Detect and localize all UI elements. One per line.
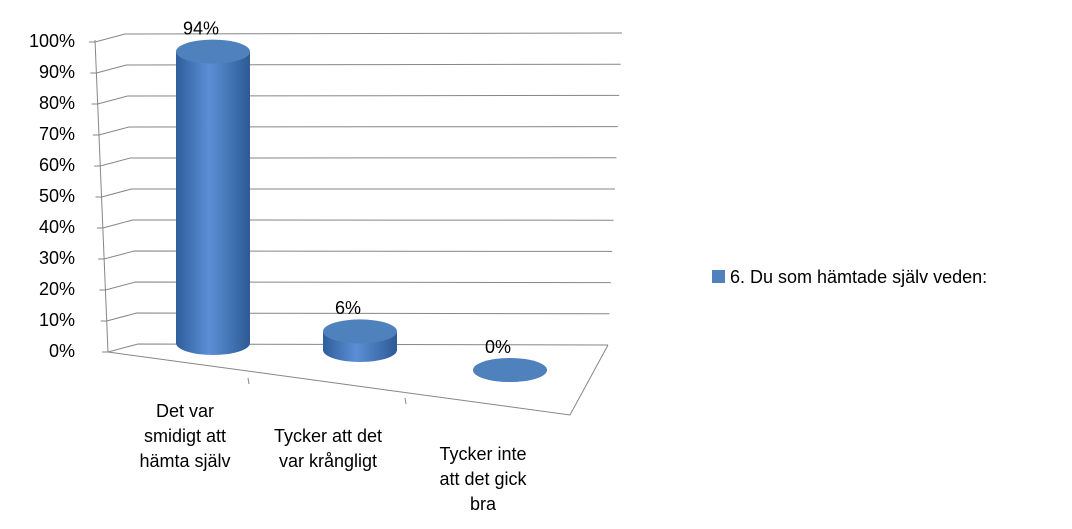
legend-label: 6. Du som hämtade själv veden: [730, 267, 987, 287]
x-tick [404, 397, 407, 405]
x-tick-label: Det var smidigt att hämta själv [139, 401, 230, 471]
grid-line [100, 157, 617, 167]
data-label: 6% [335, 298, 361, 318]
grid-line [101, 188, 615, 198]
grid-line [96, 63, 621, 74]
axis [94, 39, 109, 353]
y-tick-label: 0% [49, 341, 75, 361]
x-tick-line: Tycker inte [439, 444, 526, 464]
bar-body [176, 51, 250, 355]
x-tick-line: att det gick [439, 469, 527, 489]
x-tick-line: hämta själv [139, 451, 230, 471]
floor [107, 344, 609, 416]
data-label: 94% [183, 18, 219, 38]
y-tick-label: 40% [39, 217, 75, 237]
grid-line [103, 250, 613, 260]
y-tick-label: 100% [29, 31, 75, 51]
x-tick-line: smidigt att [144, 426, 226, 446]
bar-top [176, 39, 250, 64]
x-tick-line: var krångligt [279, 451, 377, 471]
grid-line [105, 281, 611, 291]
x-tick-line: bra [470, 494, 497, 514]
x-tick-label: Tycker inte att det gick bra [439, 444, 527, 514]
grid-line [98, 126, 618, 136]
grid-line [102, 219, 614, 229]
y-tick-label: 10% [39, 310, 75, 330]
y-tick-label: 20% [39, 279, 75, 299]
y-tick-label: 80% [39, 93, 75, 113]
grid-line [106, 312, 610, 322]
bar-top [473, 358, 547, 382]
y-tick-label: 70% [39, 124, 75, 144]
grid-line [97, 94, 620, 105]
bar [176, 39, 250, 355]
x-tick-line: Tycker att det [274, 426, 382, 446]
y-tick-label: 30% [39, 248, 75, 268]
bar-top [323, 319, 397, 344]
x-tick-line: Det var [156, 401, 214, 421]
grid-line [107, 343, 609, 353]
bar [473, 358, 547, 382]
y-tick-label: 50% [39, 186, 75, 206]
legend-swatch [712, 270, 725, 283]
y-tick-label: 90% [39, 62, 75, 82]
grid-line [94, 32, 623, 43]
x-tick-label: Tycker att det var krångligt [274, 426, 382, 471]
bar [323, 319, 397, 362]
x-tick [247, 377, 250, 385]
y-tick-label: 60% [39, 155, 75, 175]
data-label: 0% [485, 337, 511, 357]
